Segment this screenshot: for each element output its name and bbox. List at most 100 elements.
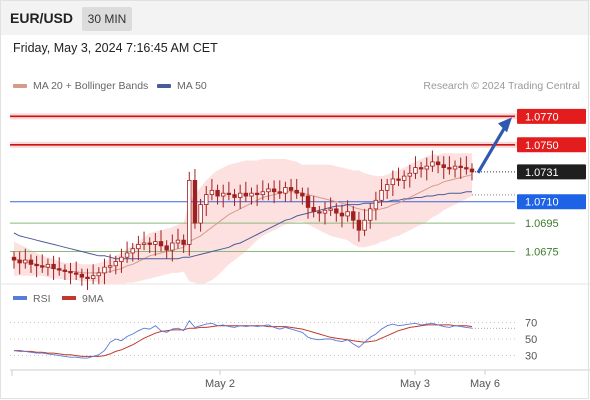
candle-body bbox=[102, 266, 107, 274]
candle-body bbox=[356, 219, 362, 231]
support-label: 1.0695 bbox=[525, 218, 559, 230]
legend-ma50-label: MA 50 bbox=[177, 80, 207, 92]
level-labels: 1.0770 1.0750 1.0710 1.0695 1.0675 1.0731 bbox=[517, 108, 586, 259]
candle-body bbox=[254, 192, 260, 196]
candle-body bbox=[237, 192, 243, 198]
candle-body bbox=[62, 269, 68, 272]
x-tick-label: May 2 bbox=[205, 378, 235, 390]
rsi-swatch bbox=[13, 296, 27, 300]
chart-datetime: Friday, May 3, 2024 7:16:45 AM CET bbox=[13, 41, 218, 55]
pivot-tag bbox=[517, 194, 586, 210]
candle-body bbox=[345, 211, 350, 217]
candle-body bbox=[181, 239, 186, 245]
candle-body bbox=[351, 211, 356, 221]
pivot-tag-label: 1.0710 bbox=[525, 197, 559, 209]
candle-body bbox=[204, 194, 209, 205]
candle-body bbox=[407, 172, 413, 177]
rsi-tick-label: 30 bbox=[525, 351, 537, 363]
candle-body bbox=[294, 189, 299, 194]
candle-body bbox=[215, 189, 220, 197]
candle-body bbox=[40, 265, 45, 268]
legend-ma20: MA 20 + Bollinger Bands bbox=[13, 80, 148, 92]
projection-arrow-shaft bbox=[476, 124, 508, 174]
candle-body bbox=[209, 189, 215, 196]
rsi-legend-label: RSI bbox=[33, 293, 51, 305]
candle-body bbox=[79, 273, 85, 278]
candle-body bbox=[73, 272, 79, 275]
resistance-tag-label: 1.0750 bbox=[525, 140, 559, 152]
candle-body bbox=[277, 191, 282, 194]
timeframe-button[interactable]: 30 MIN bbox=[82, 7, 132, 31]
candle-body bbox=[430, 161, 435, 167]
candle-body bbox=[107, 265, 113, 268]
candle-body bbox=[401, 175, 407, 181]
candle-body bbox=[85, 276, 90, 279]
legend-ma20-label: MA 20 + Bollinger Bands bbox=[33, 80, 149, 92]
candle-body bbox=[334, 208, 339, 214]
candles bbox=[11, 150, 475, 290]
candle-body bbox=[232, 194, 237, 198]
candle-body bbox=[113, 261, 118, 267]
candle-body bbox=[339, 212, 345, 217]
candle-body bbox=[11, 256, 17, 261]
support-label: 1.0675 bbox=[525, 247, 559, 259]
last-price-tag-label: 1.0731 bbox=[525, 167, 559, 179]
candle-body bbox=[198, 204, 203, 224]
candle-body bbox=[147, 242, 152, 245]
bollinger-band bbox=[14, 153, 472, 285]
candle-body bbox=[226, 192, 232, 196]
candle-body bbox=[51, 263, 56, 270]
ma9-legend-label: 9MA bbox=[82, 293, 104, 305]
projection-arrow-head bbox=[498, 117, 512, 133]
candle-body bbox=[390, 178, 396, 186]
candle-body bbox=[187, 179, 192, 245]
candle-body bbox=[45, 263, 51, 268]
candle-body bbox=[418, 167, 424, 170]
rsi-tick-label: 70 bbox=[525, 317, 537, 329]
candle-body bbox=[23, 259, 28, 264]
candle-body bbox=[435, 161, 441, 166]
resistance-tag bbox=[517, 137, 586, 153]
ma20-line bbox=[13, 174, 473, 274]
candle-body bbox=[260, 191, 265, 196]
candle-body bbox=[396, 178, 401, 181]
legend-ma50: MA 50 bbox=[157, 80, 207, 92]
candle-body bbox=[424, 165, 429, 170]
ma20-swatch bbox=[13, 84, 27, 89]
candle-body bbox=[328, 208, 333, 211]
candle-body bbox=[447, 167, 452, 170]
candle-body bbox=[130, 248, 135, 254]
candle-body bbox=[384, 184, 390, 191]
candle-body bbox=[192, 179, 198, 224]
candle-body bbox=[28, 259, 34, 265]
candle-body bbox=[175, 239, 181, 244]
candle-body bbox=[413, 167, 418, 174]
candle-body bbox=[249, 192, 254, 197]
candle-body bbox=[300, 192, 305, 197]
symbol-title: EUR/USD bbox=[10, 10, 74, 26]
candle-body bbox=[141, 242, 147, 245]
candle-body bbox=[17, 259, 22, 264]
candle-body bbox=[271, 188, 277, 193]
candle-body bbox=[368, 208, 373, 221]
ma9-line bbox=[14, 324, 473, 357]
candle-body bbox=[452, 165, 458, 170]
ma50-swatch bbox=[157, 84, 171, 89]
candle-body bbox=[170, 242, 175, 251]
candle-body bbox=[266, 188, 271, 193]
candle-body bbox=[441, 164, 446, 168]
candle-body bbox=[136, 244, 141, 250]
candle-body bbox=[458, 165, 463, 168]
candle-body bbox=[57, 268, 62, 271]
candle-body bbox=[158, 241, 164, 247]
candle-body bbox=[305, 195, 311, 208]
research-credit: Research © 2024 Trading Central bbox=[423, 80, 580, 92]
resistance-tag-label: 1.0770 bbox=[525, 111, 559, 123]
candle-body bbox=[379, 189, 384, 201]
candle-body bbox=[464, 167, 469, 170]
ma9-swatch bbox=[62, 296, 76, 300]
candle-body bbox=[317, 211, 322, 214]
candle-body bbox=[373, 199, 379, 210]
candle-body bbox=[90, 275, 96, 279]
